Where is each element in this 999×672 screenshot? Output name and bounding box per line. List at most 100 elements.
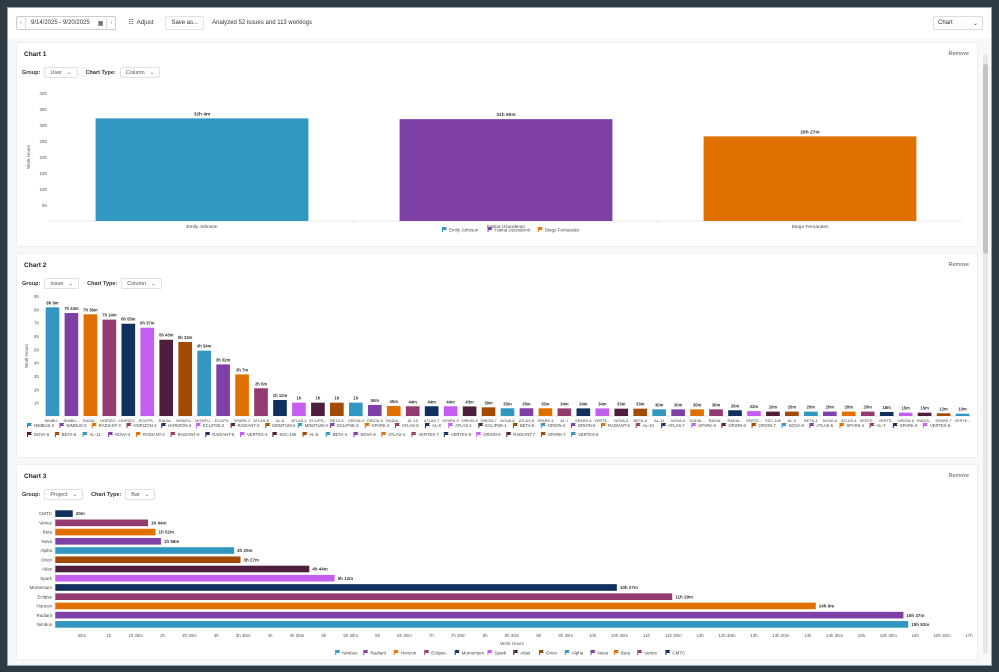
chart-bar[interactable]: [55, 621, 909, 628]
prev-week-button[interactable]: ‹: [17, 17, 26, 29]
legend-item[interactable]: Atlas: [520, 651, 531, 656]
legend-item[interactable]: NOVA-6: [361, 432, 377, 437]
legend-item[interactable]: VERTEX-7: [418, 432, 439, 437]
chart-bar[interactable]: [917, 412, 932, 416]
legend-item[interactable]: SPARK-2: [372, 423, 390, 428]
chart-bar[interactable]: [55, 574, 335, 582]
legend-item[interactable]: SPARK-5: [698, 423, 716, 428]
chart-bar[interactable]: [747, 411, 761, 416]
chart-bar[interactable]: [55, 611, 904, 619]
chart-bar[interactable]: [576, 408, 591, 416]
adjust-button[interactable]: ☷ Adjust: [122, 16, 160, 30]
chart-bar[interactable]: [519, 408, 534, 416]
chart-bar[interactable]: [102, 319, 117, 416]
remove-chart-button[interactable]: Remove: [948, 262, 969, 268]
chart-bar[interactable]: [690, 409, 704, 416]
chart-type-select[interactable]: Bar ⌄: [125, 489, 156, 500]
chart-bar[interactable]: [83, 314, 98, 416]
chart-bar[interactable]: [64, 313, 79, 416]
chart-bar[interactable]: [633, 408, 648, 416]
legend-item[interactable]: Orion: [546, 651, 558, 656]
remove-chart-button[interactable]: Remove: [948, 473, 969, 479]
date-range-picker[interactable]: ‹ 9/14/2025 - 9/20/2025 ▦ ›: [16, 16, 117, 30]
legend-item[interactable]: Beta: [621, 651, 631, 656]
legend-item[interactable]: NIMBUS-2: [66, 423, 87, 428]
legend-item[interactable]: ATLAS-1: [455, 423, 472, 428]
legend-item[interactable]: HORIZON-2: [134, 423, 158, 428]
chart-bar[interactable]: [55, 565, 310, 573]
chart-bar[interactable]: [55, 556, 241, 564]
chart-bar[interactable]: [197, 350, 211, 416]
chart-bar[interactable]: [55, 584, 617, 591]
chart-bar[interactable]: [481, 407, 496, 416]
legend-item[interactable]: RADIANT-8: [212, 432, 235, 437]
chart-bar[interactable]: [121, 323, 136, 416]
chart-bar[interactable]: [841, 411, 856, 416]
legend-item[interactable]: ECLIPSE-2: [203, 423, 225, 428]
save-as-button[interactable]: Save as...: [165, 16, 205, 30]
legend-item[interactable]: ORION-4: [548, 423, 566, 428]
chart-bar[interactable]: [330, 402, 344, 416]
legend-item[interactable]: ECLIPSE-3: [337, 423, 359, 428]
legend-item[interactable]: RADIANT-5: [608, 423, 631, 428]
chart-bar[interactable]: [367, 404, 382, 416]
legend-item[interactable]: Spark: [494, 651, 507, 656]
chart-bar[interactable]: [55, 602, 816, 610]
chart-bar[interactable]: [955, 413, 970, 416]
chart-bar[interactable]: [424, 406, 439, 416]
legend-item[interactable]: SPARK-4: [847, 423, 865, 428]
legend-item[interactable]: ATLAS-5: [816, 423, 833, 428]
date-range-value[interactable]: 9/14/2025 - 9/20/2025: [31, 19, 90, 26]
chart-bar[interactable]: [235, 374, 249, 416]
legend-item[interactable]: SPARK-7: [548, 432, 566, 437]
legend-item[interactable]: VERTEX-6: [451, 432, 472, 437]
legend-item[interactable]: Fatma Uzundemir: [495, 228, 531, 233]
chart-bar[interactable]: [500, 408, 515, 416]
chart-bar[interactable]: [879, 412, 894, 416]
legend-item[interactable]: VERTEX-5: [930, 423, 951, 428]
chart-bar[interactable]: [785, 411, 799, 416]
chart-bar[interactable]: [273, 400, 287, 416]
chart-bar[interactable]: [728, 410, 742, 416]
chart-bar[interactable]: [405, 406, 420, 416]
chart-bar[interactable]: [55, 510, 73, 517]
legend-item[interactable]: CMTC: [672, 651, 686, 656]
chart-bar[interactable]: [860, 411, 875, 416]
legend-item[interactable]: BETA-8: [62, 432, 77, 437]
legend-item[interactable]: SSC-106: [279, 432, 297, 437]
legend-item[interactable]: NIMBUS-3: [34, 423, 55, 428]
legend-item[interactable]: SPARK-6: [900, 423, 918, 428]
chart-bar[interactable]: [95, 118, 309, 221]
legend-item[interactable]: RADIANT-3: [99, 423, 122, 428]
legend-item[interactable]: MOMTUM-3: [305, 423, 329, 428]
legend-item[interactable]: BETA-4: [333, 432, 348, 437]
legend-item[interactable]: ORION-8: [728, 423, 746, 428]
legend-item[interactable]: Horizon: [401, 651, 417, 656]
chart-type-select[interactable]: Column ⌄: [121, 278, 162, 289]
group-select[interactable]: Issue ⌄: [44, 278, 80, 289]
legend-item[interactable]: Emily Johnson: [449, 228, 479, 233]
chart-bar[interactable]: [55, 519, 149, 527]
legend-item[interactable]: AL-8: [432, 423, 442, 428]
legend-item[interactable]: VERTEX-4: [247, 432, 268, 437]
legend-item[interactable]: Nimbus: [342, 651, 358, 656]
group-select[interactable]: Project ⌄: [44, 489, 84, 500]
legend-item[interactable]: VERTEX-8: [578, 432, 599, 437]
legend-item[interactable]: Radiant: [370, 651, 386, 656]
chart-bar[interactable]: [898, 412, 913, 416]
chart-bar[interactable]: [671, 409, 685, 416]
chart-bar[interactable]: [936, 413, 951, 416]
legend-item[interactable]: Eclipse: [431, 651, 446, 656]
legend-item[interactable]: Vertex: [644, 651, 658, 656]
legend-item[interactable]: ORION-5: [578, 423, 596, 428]
remove-chart-button[interactable]: Remove: [948, 51, 969, 57]
legend-item[interactable]: AL-9: [310, 432, 320, 437]
legend-item[interactable]: AL-7: [877, 423, 887, 428]
chart-bar[interactable]: [159, 339, 174, 416]
legend-item[interactable]: AL-11: [90, 432, 102, 437]
legend-item[interactable]: ORION-7: [759, 423, 777, 428]
legend-item[interactable]: NOVA-5: [34, 432, 50, 437]
legend-item[interactable]: ATLAS-7: [668, 423, 685, 428]
legend-item[interactable]: BETA-5: [520, 423, 535, 428]
chart-bar[interactable]: [55, 537, 161, 545]
